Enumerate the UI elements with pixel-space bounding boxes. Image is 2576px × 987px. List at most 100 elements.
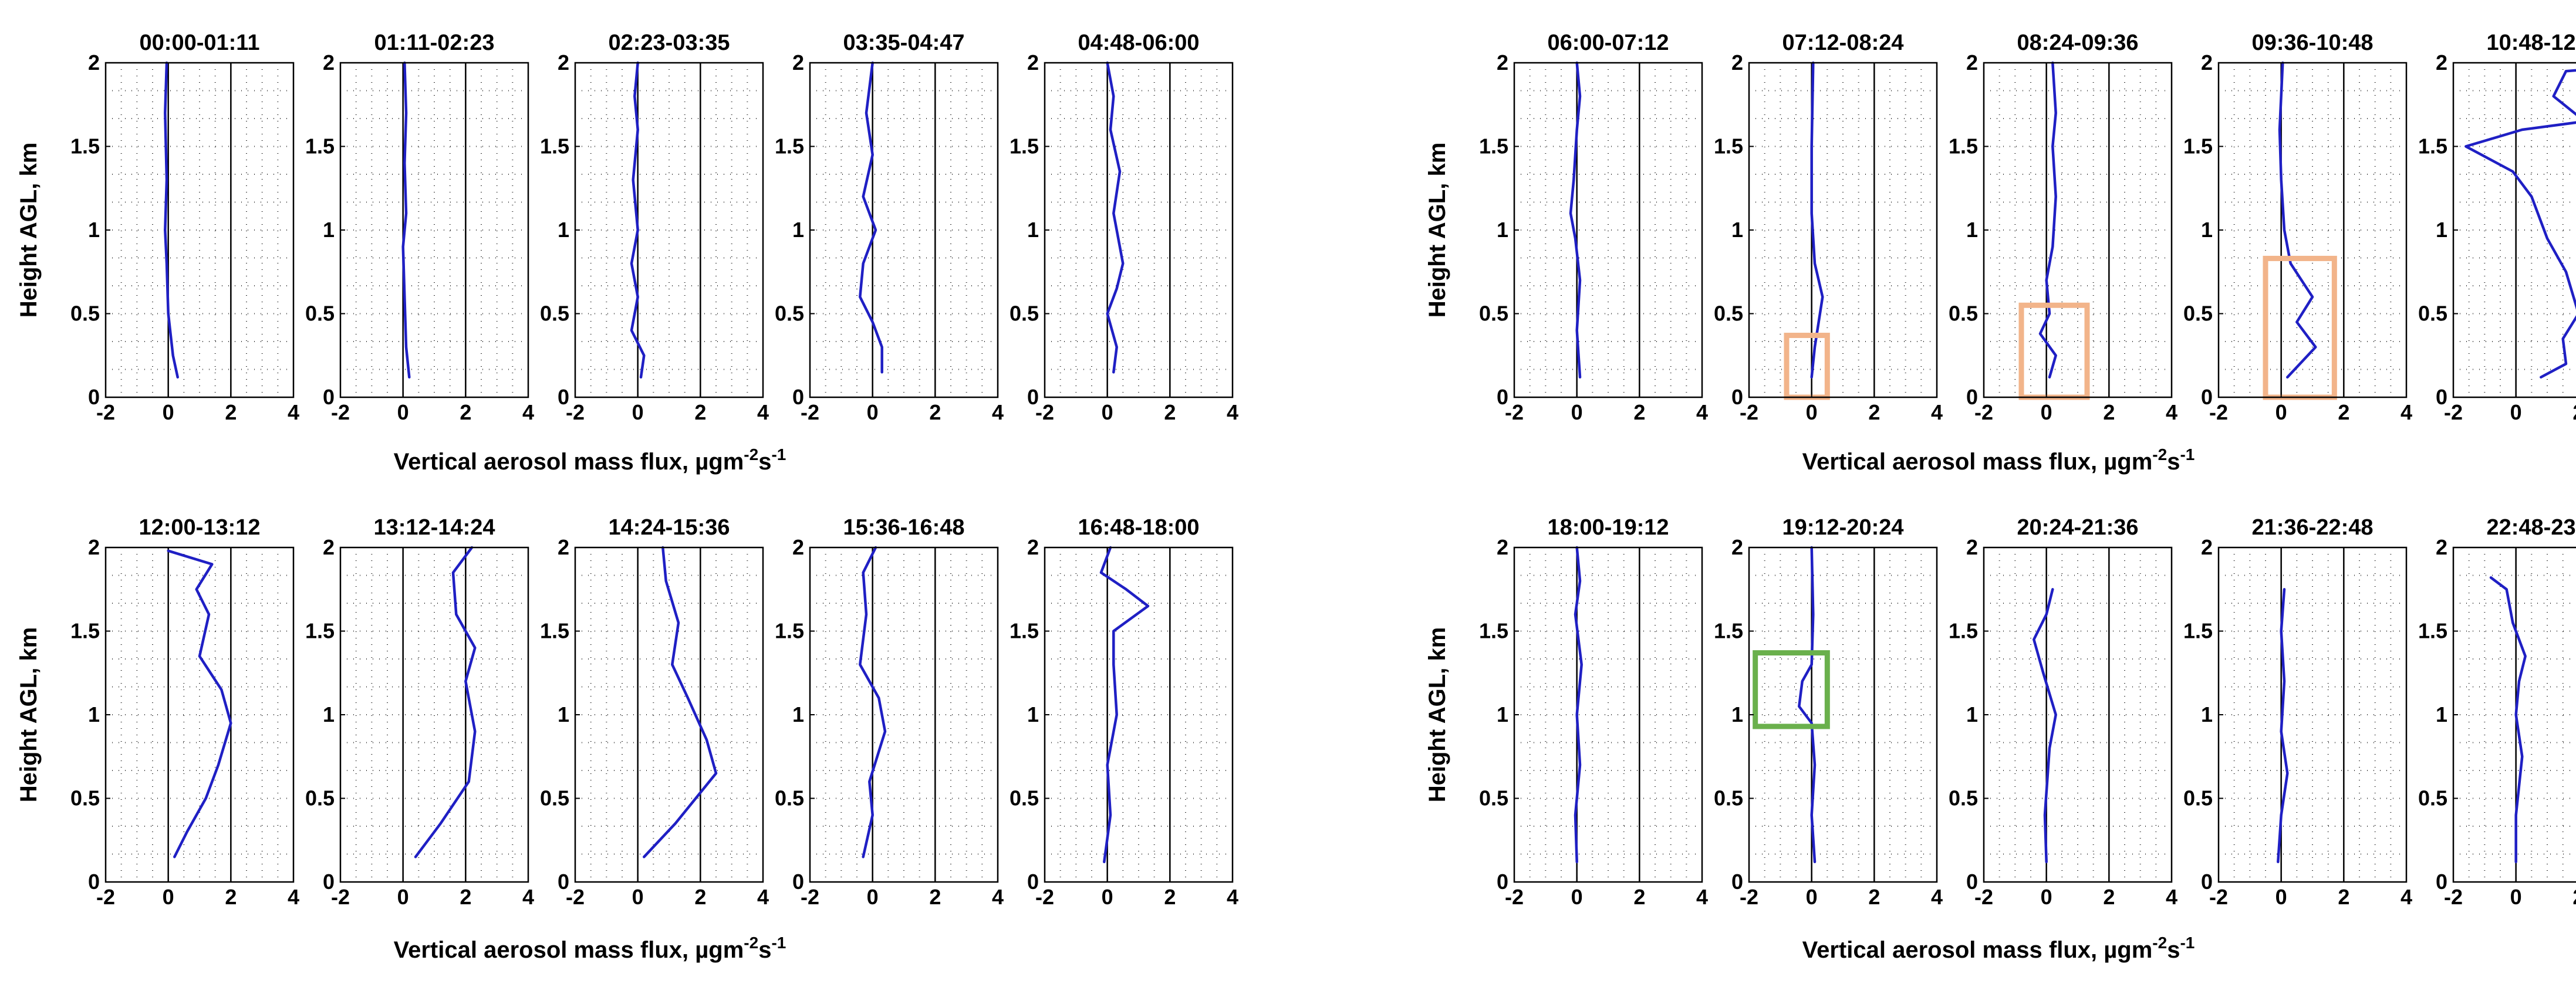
y-tick-label: 1.5 xyxy=(70,619,100,643)
y-tick-label: 2 xyxy=(1966,50,1978,75)
x-tick-label: -2 xyxy=(2444,885,2463,909)
x-tick-label: 0 xyxy=(163,885,174,909)
y-tick-label: 1.5 xyxy=(305,619,335,643)
y-tick-label: 0 xyxy=(2436,385,2447,409)
panel-title: 12:00-13:12 xyxy=(139,515,260,540)
panel-title: 13:12-14:24 xyxy=(373,515,495,540)
x-tick-label: 0 xyxy=(2275,400,2287,424)
x-tick-label: -2 xyxy=(2209,400,2228,424)
y-tick-label: 2 xyxy=(1497,50,1508,75)
x-tick-label: 4 xyxy=(1227,885,1238,909)
x-tick-label: 2 xyxy=(2103,400,2115,424)
y-tick-label: 1 xyxy=(1966,218,1978,242)
x-tick-label: 0 xyxy=(1806,400,1818,424)
x-tick-label: -2 xyxy=(801,400,819,424)
x-tick-label: 4 xyxy=(992,400,1004,424)
flux-profile-line xyxy=(1810,61,1824,379)
y-tick-label: 1 xyxy=(2201,702,2213,726)
x-tick-label: 0 xyxy=(2041,400,2052,424)
panel-title: 20:24-21:36 xyxy=(2017,515,2138,540)
y-tick-label: 1.5 xyxy=(1714,619,1743,643)
x-tick-label: 4 xyxy=(757,400,769,424)
panel-title: 07:12-08:24 xyxy=(1782,31,1903,55)
x-tick-label: 2 xyxy=(2572,885,2576,909)
y-tick-label: 1.5 xyxy=(540,134,569,158)
x-tick-label: -2 xyxy=(1740,885,1758,909)
flux-profile-line xyxy=(401,61,411,379)
y-tick-label: 1.5 xyxy=(1010,134,1039,158)
y-tick-label: 1.5 xyxy=(1010,619,1039,643)
panel-title: 21:36-22:48 xyxy=(2251,515,2373,540)
y-axis-label: Height AGL, km xyxy=(16,627,42,803)
x-tick-label: -2 xyxy=(331,400,350,424)
flux-profile-line xyxy=(2277,588,2289,864)
y-tick-label: 0 xyxy=(1966,385,1978,409)
y-tick-label: 0.5 xyxy=(1010,786,1039,810)
y-axis-label: Height AGL, km xyxy=(1424,627,1450,803)
x-tick-label: 4 xyxy=(2166,885,2177,909)
x-tick-label: -2 xyxy=(801,885,819,909)
y-tick-label: 2 xyxy=(1027,535,1039,559)
y-tick-label: 2 xyxy=(1027,50,1039,75)
y-tick-label: 0 xyxy=(1027,870,1039,894)
x-tick-label: -2 xyxy=(1974,400,1993,424)
plot-frame xyxy=(2452,62,2576,398)
y-tick-label: 0 xyxy=(1027,385,1039,409)
y-tick-label: 2 xyxy=(2201,535,2213,559)
panel-title: 01:11-02:23 xyxy=(374,31,495,55)
x-tick-label: 2 xyxy=(694,885,706,909)
y-tick-label: 0.5 xyxy=(1714,786,1743,810)
x-tick-label: 0 xyxy=(867,400,879,424)
flux-profile-line xyxy=(630,61,646,379)
y-tick-label: 1.5 xyxy=(70,134,100,158)
x-axis-label: Vertical aerosol mass flux, µgm-2s-1 xyxy=(394,445,786,475)
y-tick-label: 1 xyxy=(792,218,804,242)
y-tick-label: 1.5 xyxy=(1479,134,1508,158)
x-tick-label: 4 xyxy=(2401,400,2412,424)
y-tick-label: 2 xyxy=(792,50,804,75)
x-tick-label: -2 xyxy=(566,885,585,909)
y-tick-label: 1 xyxy=(323,702,335,726)
x-tick-label: 4 xyxy=(522,400,534,424)
y-tick-label: 1.5 xyxy=(2183,134,2213,158)
x-tick-label: 2 xyxy=(225,400,237,424)
y-tick-label: 0 xyxy=(1731,870,1743,894)
y-tick-label: 0 xyxy=(323,870,335,894)
x-tick-label: 0 xyxy=(397,400,409,424)
flux-profile-line xyxy=(859,546,887,858)
x-tick-label: 0 xyxy=(163,400,174,424)
x-tick-label: 0 xyxy=(632,400,644,424)
panel-title: 00:00-01:11 xyxy=(140,31,260,55)
x-tick-label: 4 xyxy=(1696,400,1708,424)
flux-profile-line xyxy=(1798,546,1817,864)
y-tick-label: 0 xyxy=(88,385,100,409)
x-tick-label: 4 xyxy=(288,400,299,424)
flux-profile-line xyxy=(859,61,883,374)
x-tick-label: 0 xyxy=(1102,400,1113,424)
flux-profile-line xyxy=(2464,69,2576,379)
y-tick-label: 2 xyxy=(1731,50,1743,75)
panel-title: 15:36-16:48 xyxy=(843,515,964,540)
y-tick-label: 0 xyxy=(792,870,804,894)
y-tick-label: 1 xyxy=(1027,218,1039,242)
x-tick-label: 4 xyxy=(1931,885,1943,909)
y-tick-label: 0 xyxy=(88,870,100,894)
y-tick-label: 2 xyxy=(1966,535,1978,559)
y-tick-label: 2 xyxy=(1497,535,1508,559)
y-axis-label: Height AGL, km xyxy=(16,143,42,318)
y-tick-label: 0 xyxy=(792,385,804,409)
y-tick-label: 0.5 xyxy=(70,786,100,810)
x-tick-label: -2 xyxy=(96,885,115,909)
y-tick-label: 1 xyxy=(88,702,100,726)
y-tick-label: 0.5 xyxy=(1479,786,1508,810)
y-tick-label: 1.5 xyxy=(305,134,335,158)
panel-title: 22:48-23:59 xyxy=(2486,515,2576,540)
x-tick-label: 2 xyxy=(1164,400,1176,424)
x-tick-label: 4 xyxy=(1696,885,1708,909)
x-tick-label: -2 xyxy=(2444,400,2463,424)
y-tick-label: 0.5 xyxy=(775,302,804,326)
y-tick-label: 2 xyxy=(558,50,569,75)
panel-title: 06:00-07:12 xyxy=(1547,31,1669,55)
